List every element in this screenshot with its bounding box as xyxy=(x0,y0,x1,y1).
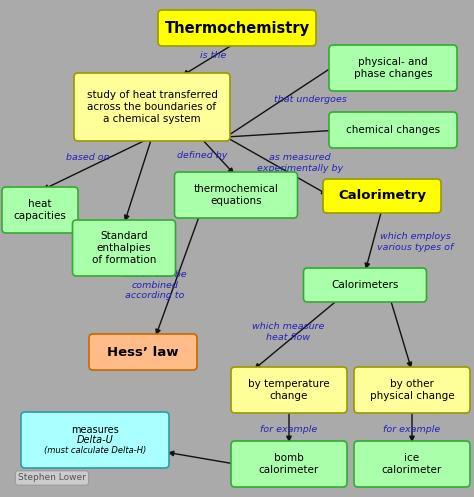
Text: ice
calorimeter: ice calorimeter xyxy=(382,453,442,475)
Text: as measured
experimentally by: as measured experimentally by xyxy=(257,153,343,172)
Text: which measure
heat flow: which measure heat flow xyxy=(252,322,324,342)
FancyBboxPatch shape xyxy=(231,441,347,487)
Text: defined by: defined by xyxy=(177,151,227,160)
FancyBboxPatch shape xyxy=(329,112,457,148)
Text: thermochemical
equations: thermochemical equations xyxy=(193,184,278,206)
Text: Calorimeters: Calorimeters xyxy=(331,280,399,290)
FancyBboxPatch shape xyxy=(323,179,441,213)
Text: Stephen Lower: Stephen Lower xyxy=(18,474,86,483)
Text: that undergoes: that undergoes xyxy=(273,94,346,103)
Text: heat
capacities: heat capacities xyxy=(14,199,66,221)
FancyBboxPatch shape xyxy=(329,45,457,91)
Text: based on: based on xyxy=(66,154,110,163)
Text: (must calculate Delta-H): (must calculate Delta-H) xyxy=(44,445,146,454)
Text: Thermochemistry: Thermochemistry xyxy=(164,20,310,35)
FancyBboxPatch shape xyxy=(73,220,175,276)
Text: Hess’ law: Hess’ law xyxy=(107,345,179,358)
FancyBboxPatch shape xyxy=(21,412,169,468)
Text: study of heat transferred
across the boundaries of
a chemical system: study of heat transferred across the bou… xyxy=(87,90,218,124)
FancyBboxPatch shape xyxy=(231,367,347,413)
FancyBboxPatch shape xyxy=(74,73,230,141)
Text: for example: for example xyxy=(383,425,441,434)
Text: for example: for example xyxy=(260,425,318,434)
FancyBboxPatch shape xyxy=(174,172,298,218)
Text: Standard
enthalpies
of formation: Standard enthalpies of formation xyxy=(92,232,156,264)
Text: measures: measures xyxy=(71,425,119,435)
FancyBboxPatch shape xyxy=(2,187,78,233)
FancyBboxPatch shape xyxy=(303,268,427,302)
FancyBboxPatch shape xyxy=(354,441,470,487)
Text: physical- and
phase changes: physical- and phase changes xyxy=(354,57,432,79)
FancyBboxPatch shape xyxy=(354,367,470,413)
Text: is the: is the xyxy=(200,51,226,60)
Text: by temperature
change: by temperature change xyxy=(248,379,330,401)
Text: Delta-U: Delta-U xyxy=(77,435,113,445)
Text: Calorimetry: Calorimetry xyxy=(338,189,426,202)
FancyBboxPatch shape xyxy=(89,334,197,370)
Text: bomb
calorimeter: bomb calorimeter xyxy=(259,453,319,475)
Text: which employs
various types of: which employs various types of xyxy=(377,232,453,251)
Text: which can be
combined
according to: which can be combined according to xyxy=(124,270,186,300)
Text: by other
physical change: by other physical change xyxy=(370,379,454,401)
FancyBboxPatch shape xyxy=(158,10,316,46)
Text: chemical changes: chemical changes xyxy=(346,125,440,135)
